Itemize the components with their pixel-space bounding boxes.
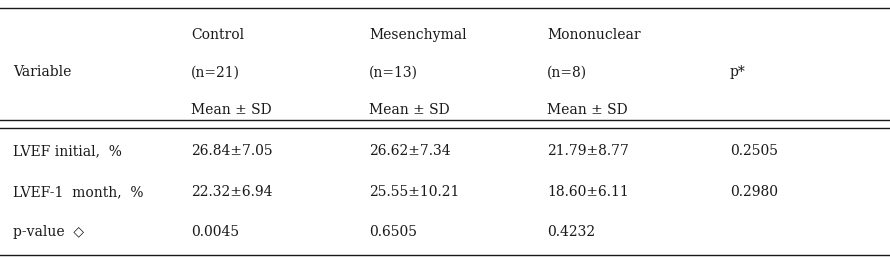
Text: Variable: Variable: [13, 65, 72, 79]
Text: LVEF-1  month,  %: LVEF-1 month, %: [13, 185, 144, 199]
Text: 0.2980: 0.2980: [730, 185, 778, 199]
Text: 26.62±7.34: 26.62±7.34: [369, 144, 451, 158]
Text: Mean ± SD: Mean ± SD: [369, 103, 450, 117]
Text: Mean ± SD: Mean ± SD: [547, 103, 628, 117]
Text: p-value  ◇: p-value ◇: [13, 225, 85, 239]
Text: 18.60±6.11: 18.60±6.11: [547, 185, 629, 199]
Text: Mesenchymal: Mesenchymal: [369, 28, 467, 42]
Text: LVEF initial,  %: LVEF initial, %: [13, 144, 122, 158]
Text: 0.2505: 0.2505: [730, 144, 778, 158]
Text: Control: Control: [191, 28, 245, 42]
Text: p*: p*: [730, 65, 746, 79]
Text: 0.0045: 0.0045: [191, 225, 239, 239]
Text: 25.55±10.21: 25.55±10.21: [369, 185, 460, 199]
Text: (n=8): (n=8): [547, 65, 587, 79]
Text: 0.4232: 0.4232: [547, 225, 595, 239]
Text: 21.79±8.77: 21.79±8.77: [547, 144, 629, 158]
Text: 22.32±6.94: 22.32±6.94: [191, 185, 273, 199]
Text: 0.6505: 0.6505: [369, 225, 417, 239]
Text: (n=13): (n=13): [369, 65, 418, 79]
Text: 26.84±7.05: 26.84±7.05: [191, 144, 273, 158]
Text: Mononuclear: Mononuclear: [547, 28, 641, 42]
Text: (n=21): (n=21): [191, 65, 240, 79]
Text: Mean ± SD: Mean ± SD: [191, 103, 272, 117]
